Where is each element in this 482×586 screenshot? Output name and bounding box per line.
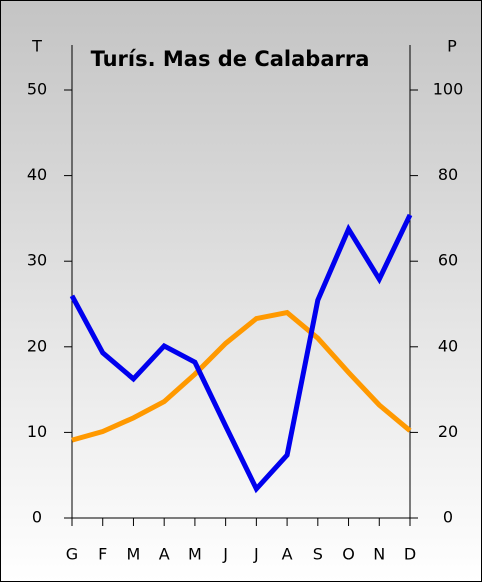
y-tick-label: 50: [27, 80, 47, 99]
y2-tick-label: 20: [438, 422, 458, 441]
x-tick-label: J: [222, 545, 228, 564]
y2-axis-label: P: [447, 37, 457, 56]
x-tick-label: A: [159, 545, 170, 564]
x-tick-label: O: [342, 545, 355, 564]
y2-tick-label: 80: [438, 165, 458, 184]
y-tick-label: 40: [27, 165, 47, 184]
chart-title: Turís. Mas de Calabarra: [91, 47, 370, 71]
x-tick-label: S: [313, 545, 323, 564]
data-line: [71, 309, 412, 443]
y2-tick-label: 40: [438, 336, 458, 355]
x-tick-label: M: [127, 545, 141, 564]
x-tick-label: G: [66, 545, 78, 564]
x-tick-label: M: [188, 545, 202, 564]
x-tick-label: D: [404, 545, 416, 564]
data-line: [69, 213, 413, 494]
x-tick-label: N: [373, 545, 385, 564]
y-tick-label: 0: [32, 508, 42, 527]
x-tick-label: A: [282, 545, 293, 564]
x-tick-label: J: [253, 545, 259, 564]
y2-tick-label: 0: [443, 508, 453, 527]
y2-tick-label: 100: [433, 80, 464, 99]
y2-tick-label: 60: [438, 251, 458, 270]
y-axis-label: T: [31, 37, 42, 56]
y-tick-label: 10: [27, 422, 47, 441]
y-tick-label: 30: [27, 251, 47, 270]
y-tick-label: 20: [27, 336, 47, 355]
x-tick-label: F: [98, 545, 107, 564]
